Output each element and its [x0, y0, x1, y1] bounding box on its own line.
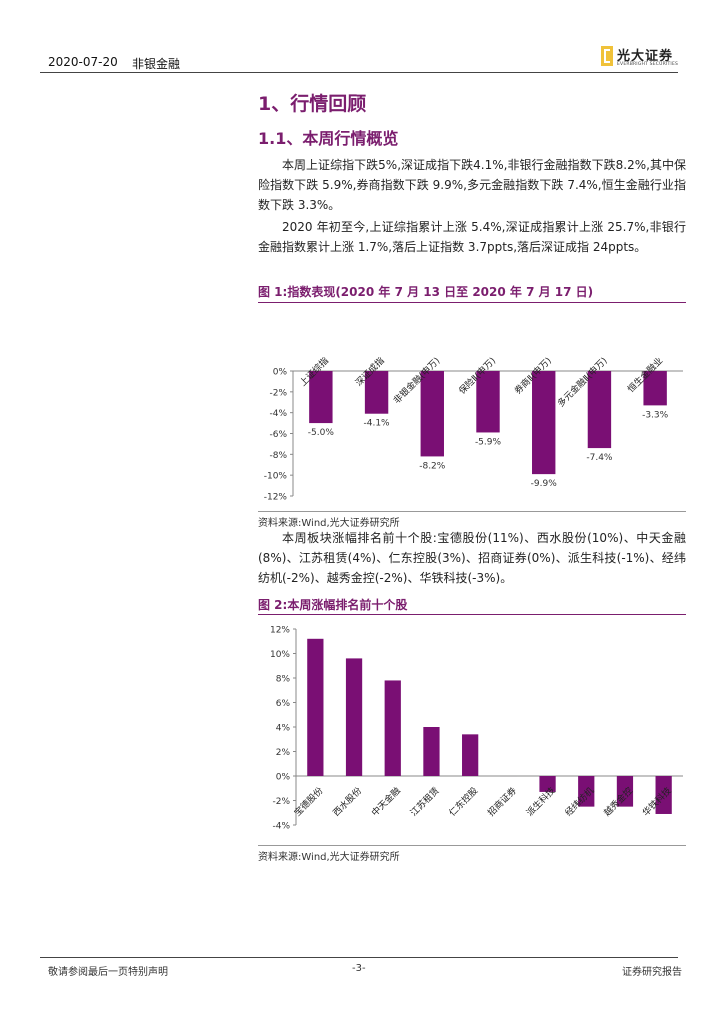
- bar: [539, 776, 556, 792]
- y-tick-label: 6%: [276, 699, 291, 709]
- bar-value-label: -4.1%: [364, 419, 391, 429]
- page-number: -3-: [352, 963, 366, 974]
- paragraph-top-stocks: 本周板块涨幅排名前十个股:宝德股份(11%)、西水股份(10%)、中天金融(8%…: [258, 531, 686, 585]
- paragraph-weekly-summary: 本周上证综指下跌5%,深证成指下跌4.1%,非银行金融指数下跌8.2%,其中保险…: [258, 158, 686, 212]
- figure1-title: 图 1:指数表现(2020 年 7 月 13 日至 2020 年 7 月 17 …: [258, 285, 594, 299]
- bar-value-label: -7.4%: [586, 453, 613, 463]
- figure2-source-rule: [258, 845, 686, 846]
- figure2-source: 资料来源:Wind,光大证券研究所: [258, 852, 400, 863]
- y-tick-label: 0%: [276, 773, 291, 783]
- y-tick-label: -4%: [269, 409, 287, 419]
- bar: [616, 776, 634, 807]
- paragraph-ytd-summary: 2020 年初至今,上证综指累计上涨 5.4%,深证成指累计上涨 25.7%,非…: [258, 220, 686, 254]
- section-heading: 1、行情回顾: [258, 93, 367, 115]
- bar: [462, 734, 479, 776]
- x-category-label: 西水股份: [330, 785, 364, 819]
- header-divider: [40, 72, 678, 73]
- y-tick-label: -8%: [269, 451, 287, 461]
- y-tick-label: -12%: [264, 493, 288, 503]
- bar: [655, 776, 672, 814]
- bar: [587, 371, 612, 449]
- bar: [384, 680, 401, 776]
- x-category-label: 宝德股份: [292, 785, 326, 819]
- bar: [578, 776, 595, 807]
- y-tick-label: -4%: [272, 822, 290, 832]
- bar: [309, 371, 333, 424]
- subsection-heading: 1.1、本周行情概览: [258, 129, 399, 148]
- bar: [643, 371, 667, 406]
- bar-value-label: -5.0%: [308, 428, 335, 438]
- bar-value-label: -8.2%: [419, 461, 446, 471]
- bar: [423, 727, 440, 776]
- logo-en-text: EVERBRIGHT SECURITIES: [617, 62, 679, 67]
- logo-cn-text: 光大证券: [617, 49, 674, 64]
- top-stocks-chart-svg: 12% 10% 8% 6% 4% 2% 0% -2% -4%宝德股份 西水股份 中天金融 江苏租赁 仁东…: [270, 626, 683, 832]
- logo-icon: [601, 46, 613, 66]
- x-category-label: 中天金融: [369, 785, 403, 819]
- bar-value-label: -3.3%: [642, 410, 669, 420]
- figure1-source-rule: [258, 511, 686, 512]
- bar: [420, 371, 444, 457]
- y-tick-label: 12%: [270, 626, 290, 636]
- figure1-source: 资料来源:Wind,光大证券研究所: [258, 518, 400, 529]
- bar: [364, 371, 389, 414]
- top-stocks-chart: 12% 10% 8% 6% 4% 2% 0% -2% -4% 宝德股份 西水股份 中天金融 江苏租赁 仁东…: [258, 615, 686, 845]
- bar: [307, 638, 324, 776]
- y-tick-label: 4%: [276, 724, 291, 734]
- x-category-label: 江苏租赁: [408, 785, 442, 819]
- header-sector: 非银金融: [132, 57, 181, 71]
- brand-logo: 光大证券 EVERBRIGHT SECURITIES: [601, 44, 685, 70]
- footer-report-type: 证券研究报告: [622, 967, 682, 978]
- x-category-label: 招商证券: [485, 785, 519, 819]
- bar-value-label: -5.9%: [475, 437, 502, 447]
- figure2-title: 图 2:本周涨幅排名前十个股: [258, 598, 408, 612]
- y-tick-label: 2%: [276, 748, 291, 758]
- y-tick-label: 10%: [270, 650, 290, 660]
- y-tick-label: -6%: [269, 430, 287, 440]
- x-category-label: 仁东控股: [446, 785, 480, 819]
- y-tick-label: 8%: [276, 675, 291, 685]
- footer-divider: [40, 957, 678, 958]
- y-tick-label: 0%: [273, 368, 288, 378]
- bar: [532, 371, 556, 475]
- bar: [345, 658, 363, 776]
- header-date: 2020-07-20: [48, 55, 118, 69]
- figure2-title-rule: [258, 614, 686, 615]
- bar: [476, 371, 500, 433]
- y-tick-label: -10%: [264, 472, 288, 482]
- index-performance-chart: 0% -2% -4% -6% -8% -10% -12% -5.0% 上证综指 -4.1% 深证成指…: [258, 303, 686, 510]
- figure1-title-rule: [258, 302, 686, 303]
- y-tick-label: -2%: [269, 388, 287, 398]
- bar-value-label: -9.9%: [531, 479, 558, 489]
- index-performance-chart-svg: 0%-2%-4%-6%-8%-10%-12%-5.0%上证综指-4.1%深证成指…: [264, 355, 683, 503]
- y-tick-label: -2%: [272, 797, 290, 807]
- footer-disclaimer: 敬请参阅最后一页特别声明: [48, 967, 168, 978]
